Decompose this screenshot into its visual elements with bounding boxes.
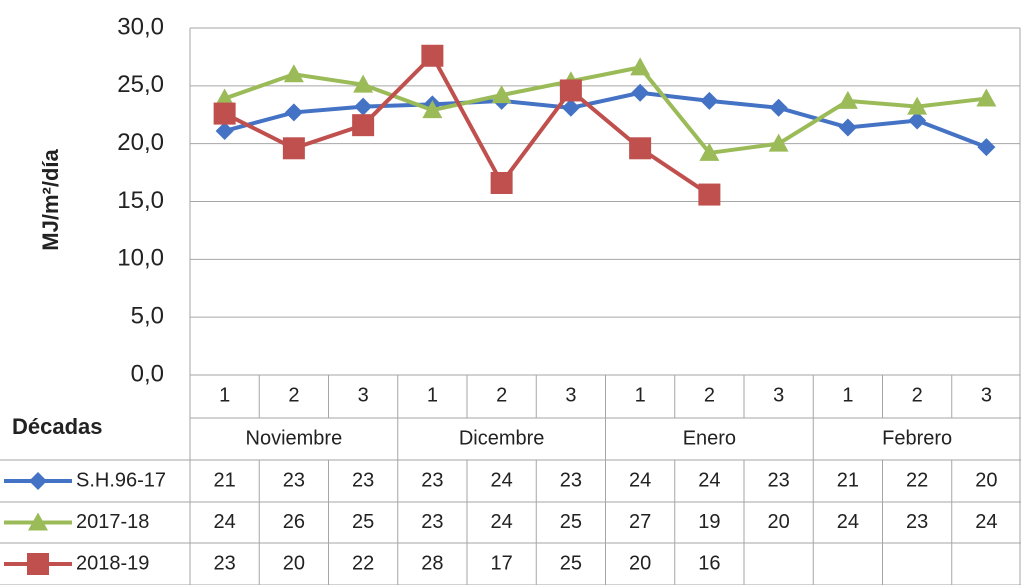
legend-marker (27, 553, 49, 575)
x-axis-label: Décadas (12, 414, 103, 439)
x-tick-label: 1 (219, 384, 230, 406)
table-value: 22 (906, 469, 928, 491)
data-point (977, 138, 996, 157)
series-line (223, 52, 711, 197)
table-value: 22 (352, 552, 374, 574)
table-value: 23 (421, 469, 443, 491)
y-axis-label: MJ/m²/día (38, 149, 63, 251)
table-value: 24 (491, 511, 513, 533)
data-point (352, 114, 375, 137)
y-tick-label: 10,0 (117, 245, 164, 272)
data-point (559, 79, 582, 102)
x-tick-label: 3 (981, 384, 992, 406)
data-point (699, 142, 720, 161)
table-value: 17 (491, 552, 513, 574)
month-label: Febrero (882, 427, 952, 449)
data-point (700, 91, 719, 110)
y-tick-label: 5,0 (131, 303, 164, 330)
x-tick-label: 1 (635, 384, 646, 406)
legend-label: 2018-19 (76, 552, 149, 574)
table-value: 25 (560, 552, 582, 574)
table-value: 27 (629, 511, 651, 533)
data-point (629, 137, 652, 160)
legend-marker (28, 512, 48, 531)
data-point (561, 98, 580, 117)
table-value: 23 (560, 469, 582, 491)
table-value: 16 (698, 552, 720, 574)
table-value: 24 (629, 469, 651, 491)
data-point (976, 88, 997, 107)
table-value: 20 (975, 469, 997, 491)
data-point (768, 133, 789, 152)
data-point (490, 171, 513, 194)
y-tick-label: 30,0 (117, 13, 164, 40)
table-value: 23 (352, 469, 374, 491)
x-tick-label: 3 (565, 384, 576, 406)
table-value: 24 (698, 469, 720, 491)
table-value: 26 (283, 511, 305, 533)
table-value: 21 (837, 469, 859, 491)
data-point (837, 90, 858, 109)
data-point (908, 111, 927, 130)
table-value: 20 (283, 552, 305, 574)
legend-marker (29, 472, 47, 490)
data-point (907, 96, 928, 115)
table-value: 24 (975, 511, 997, 533)
y-tick-label: 20,0 (117, 129, 164, 156)
x-tick-label: 2 (496, 384, 507, 406)
table-value: 28 (421, 552, 443, 574)
data-point (353, 74, 374, 93)
table-value: 20 (629, 552, 651, 574)
data-point (491, 85, 512, 104)
table-value: 20 (768, 511, 790, 533)
x-tick-label: 2 (704, 384, 715, 406)
x-tick-label: 1 (842, 384, 853, 406)
data-point (215, 121, 234, 140)
table-value: 23 (214, 552, 236, 574)
table-value: 23 (283, 469, 305, 491)
table-value: 23 (421, 511, 443, 533)
data-point (769, 98, 788, 117)
table-value: 23 (768, 469, 790, 491)
data-point (213, 102, 236, 125)
y-tick-label: 0,0 (131, 360, 164, 387)
table-value: 24 (214, 511, 236, 533)
data-point (631, 83, 650, 102)
month-label: Enero (683, 427, 736, 449)
data-point (282, 137, 305, 160)
legend-label: S.H.96-17 (76, 469, 166, 491)
month-label: Noviembre (246, 427, 343, 449)
data-point (421, 44, 444, 67)
data-point (422, 100, 443, 119)
legend-label: 2017-18 (76, 511, 149, 533)
series-line (224, 90, 988, 150)
data-point (214, 88, 235, 107)
table-value: 21 (214, 469, 236, 491)
table-value: 25 (560, 511, 582, 533)
x-tick-label: 2 (912, 384, 923, 406)
y-tick-label: 25,0 (117, 71, 164, 98)
data-point (284, 103, 303, 122)
data-point (698, 183, 721, 206)
table-value: 24 (491, 469, 513, 491)
month-label: Dicembre (459, 427, 545, 449)
x-tick-label: 1 (427, 384, 438, 406)
data-point (283, 64, 304, 83)
table-value: 19 (698, 511, 720, 533)
table-value: 23 (906, 511, 928, 533)
x-tick-label: 3 (358, 384, 369, 406)
table-value: 24 (837, 511, 859, 533)
data-point (838, 118, 857, 137)
table-value: 25 (352, 511, 374, 533)
x-tick-label: 3 (773, 384, 784, 406)
data-point (354, 97, 373, 116)
series-line (223, 65, 987, 156)
y-tick-label: 15,0 (117, 187, 164, 214)
data-point (630, 57, 651, 76)
x-tick-label: 2 (288, 384, 299, 406)
